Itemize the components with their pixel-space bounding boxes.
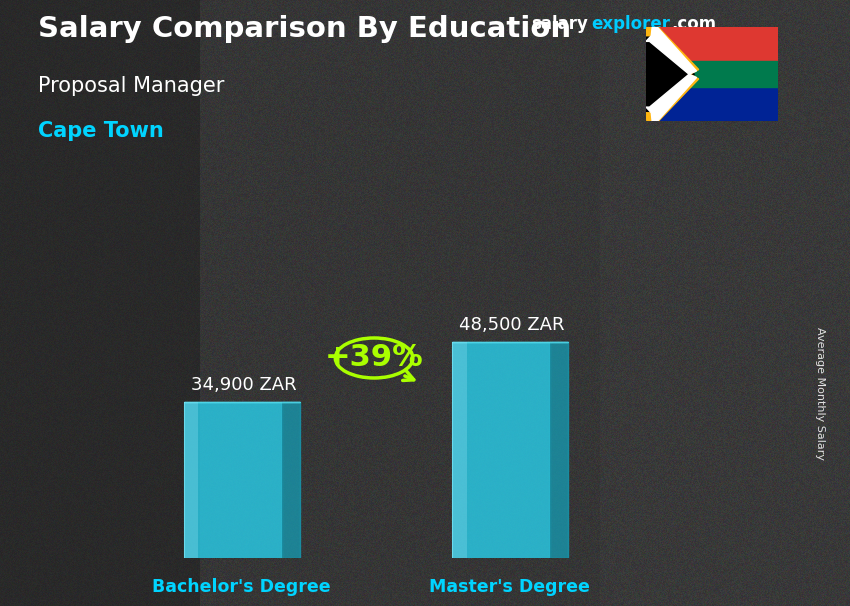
Bar xyxy=(184,402,282,558)
Polygon shape xyxy=(551,342,568,558)
Text: explorer: explorer xyxy=(591,15,670,33)
Text: Average Monthly Salary: Average Monthly Salary xyxy=(815,327,825,461)
Bar xyxy=(184,402,198,558)
Text: Master's Degree: Master's Degree xyxy=(429,578,591,596)
Polygon shape xyxy=(646,75,696,121)
Text: 48,500 ZAR: 48,500 ZAR xyxy=(459,316,564,334)
Text: +39%: +39% xyxy=(325,344,423,373)
Text: Cape Town: Cape Town xyxy=(38,121,164,141)
Bar xyxy=(451,342,467,558)
Bar xyxy=(646,75,778,121)
Text: 34,900 ZAR: 34,900 ZAR xyxy=(190,376,297,395)
Polygon shape xyxy=(646,28,694,120)
Text: .com: .com xyxy=(672,15,717,33)
Bar xyxy=(646,61,778,87)
Text: Bachelor's Degree: Bachelor's Degree xyxy=(152,578,332,596)
Polygon shape xyxy=(282,402,300,558)
Bar xyxy=(646,27,778,75)
Polygon shape xyxy=(646,27,696,75)
Polygon shape xyxy=(646,75,699,121)
Bar xyxy=(451,342,551,558)
Text: Proposal Manager: Proposal Manager xyxy=(38,76,224,96)
Text: salary: salary xyxy=(531,15,588,33)
Text: Salary Comparison By Education: Salary Comparison By Education xyxy=(38,15,571,43)
Polygon shape xyxy=(646,27,699,75)
